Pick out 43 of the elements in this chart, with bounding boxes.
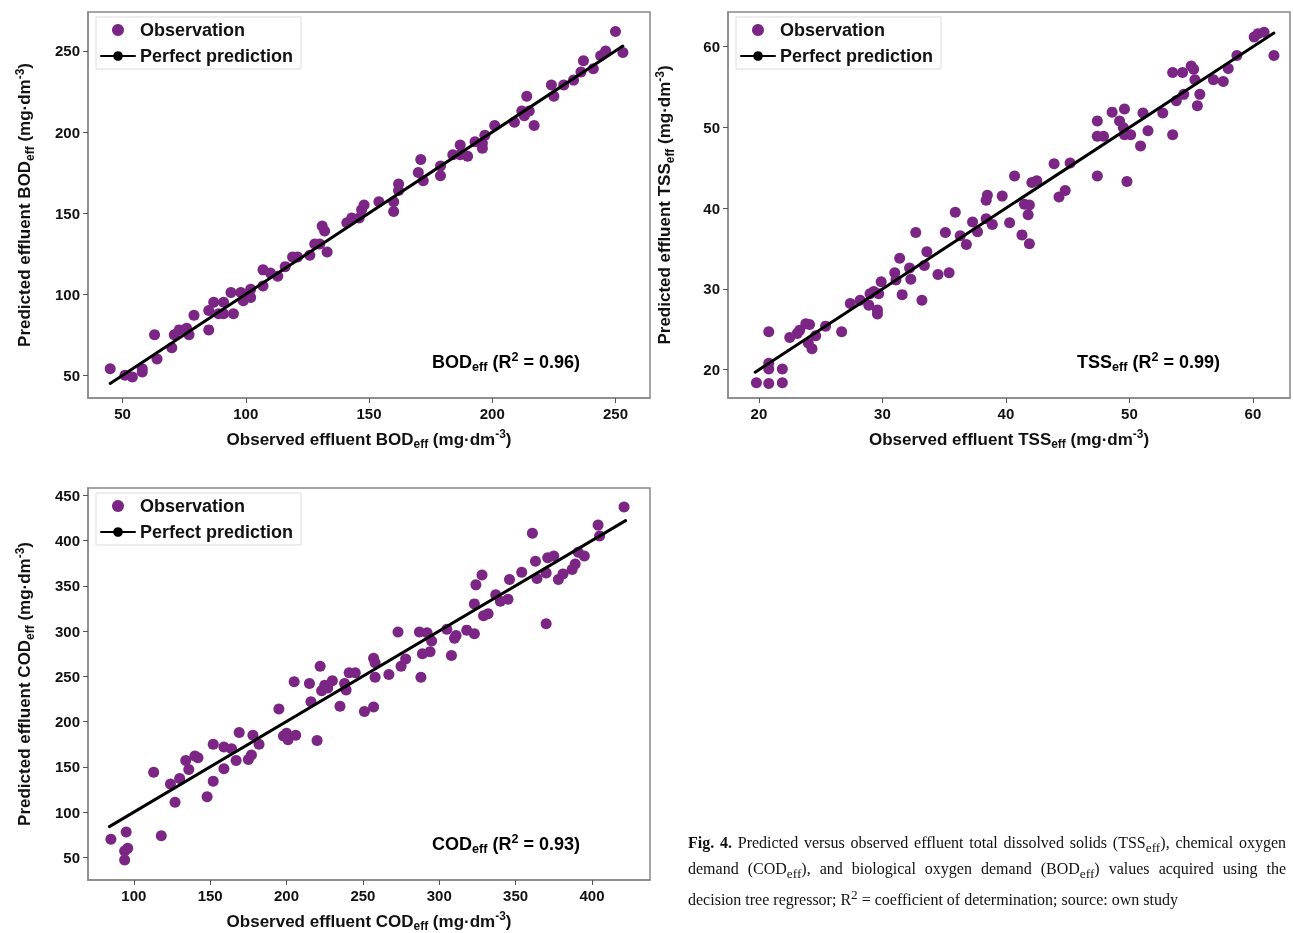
- legend-label: Perfect prediction: [780, 46, 934, 66]
- x-tick-label: 50: [114, 405, 131, 422]
- x-tick-label: 150: [197, 887, 223, 904]
- x-tick-label: 150: [356, 405, 382, 422]
- x-tick-label: 20: [750, 405, 768, 422]
- x-tick-label: 60: [1244, 405, 1262, 422]
- y-tick-label: 350: [54, 577, 80, 595]
- legend-label: Observation: [140, 20, 246, 40]
- x-tick-label: 300: [426, 887, 452, 904]
- y-tick-label: 100: [54, 285, 80, 303]
- y-tick-label: 30: [703, 280, 720, 298]
- legend-label: Observation: [140, 496, 246, 516]
- y-tick-label: 200: [54, 713, 80, 731]
- x-tick-label: 200: [274, 887, 300, 904]
- y-tick-label: 300: [54, 622, 80, 640]
- y-tick-label: 400: [54, 532, 80, 550]
- y-tick-label: 50: [63, 848, 80, 866]
- y-tick-label: 100: [54, 803, 80, 821]
- y-tick-label: 40: [703, 199, 720, 217]
- x-tick-label: 250: [350, 887, 376, 904]
- legend-label: Observation: [780, 20, 886, 40]
- y-tick-label: 250: [54, 667, 80, 685]
- y-tick-label: 200: [54, 123, 80, 141]
- y-tick-label: 60: [703, 38, 720, 56]
- x-tick-label: 100: [121, 887, 147, 904]
- x-tick-label: 50: [1121, 405, 1138, 422]
- x-tick-label: 30: [874, 405, 891, 422]
- x-tick-label: 40: [997, 405, 1015, 422]
- y-tick-label: 250: [54, 42, 80, 60]
- y-tick-label: 150: [54, 204, 80, 222]
- legend-label: Perfect prediction: [140, 522, 294, 542]
- text: Fig. 4. Predicted versus observed effluent total dissolved solids (TSS$_{eff}$), chemical oxygen demand (COD$_{eff}$), and biological oxygen demand (BOD$_{eff}$) values acquired using the decision tree regressor; R$^{2}$ = coefficient of determination; source: own study: [688, 834, 1287, 909]
- y-tick-label: 20: [703, 361, 720, 379]
- x-tick-label: 250: [602, 405, 629, 422]
- y-tick-label: 450: [54, 486, 80, 504]
- x-tick-label: 350: [503, 887, 529, 904]
- x-tick-label: 100: [233, 405, 259, 422]
- y-tick-label: 150: [54, 758, 80, 776]
- x-tick-label: 400: [579, 887, 605, 904]
- x-tick-label: 200: [479, 405, 505, 422]
- legend-label: Perfect prediction: [140, 46, 294, 66]
- y-tick-label: 50: [63, 366, 80, 384]
- y-tick-label: 50: [703, 118, 720, 136]
